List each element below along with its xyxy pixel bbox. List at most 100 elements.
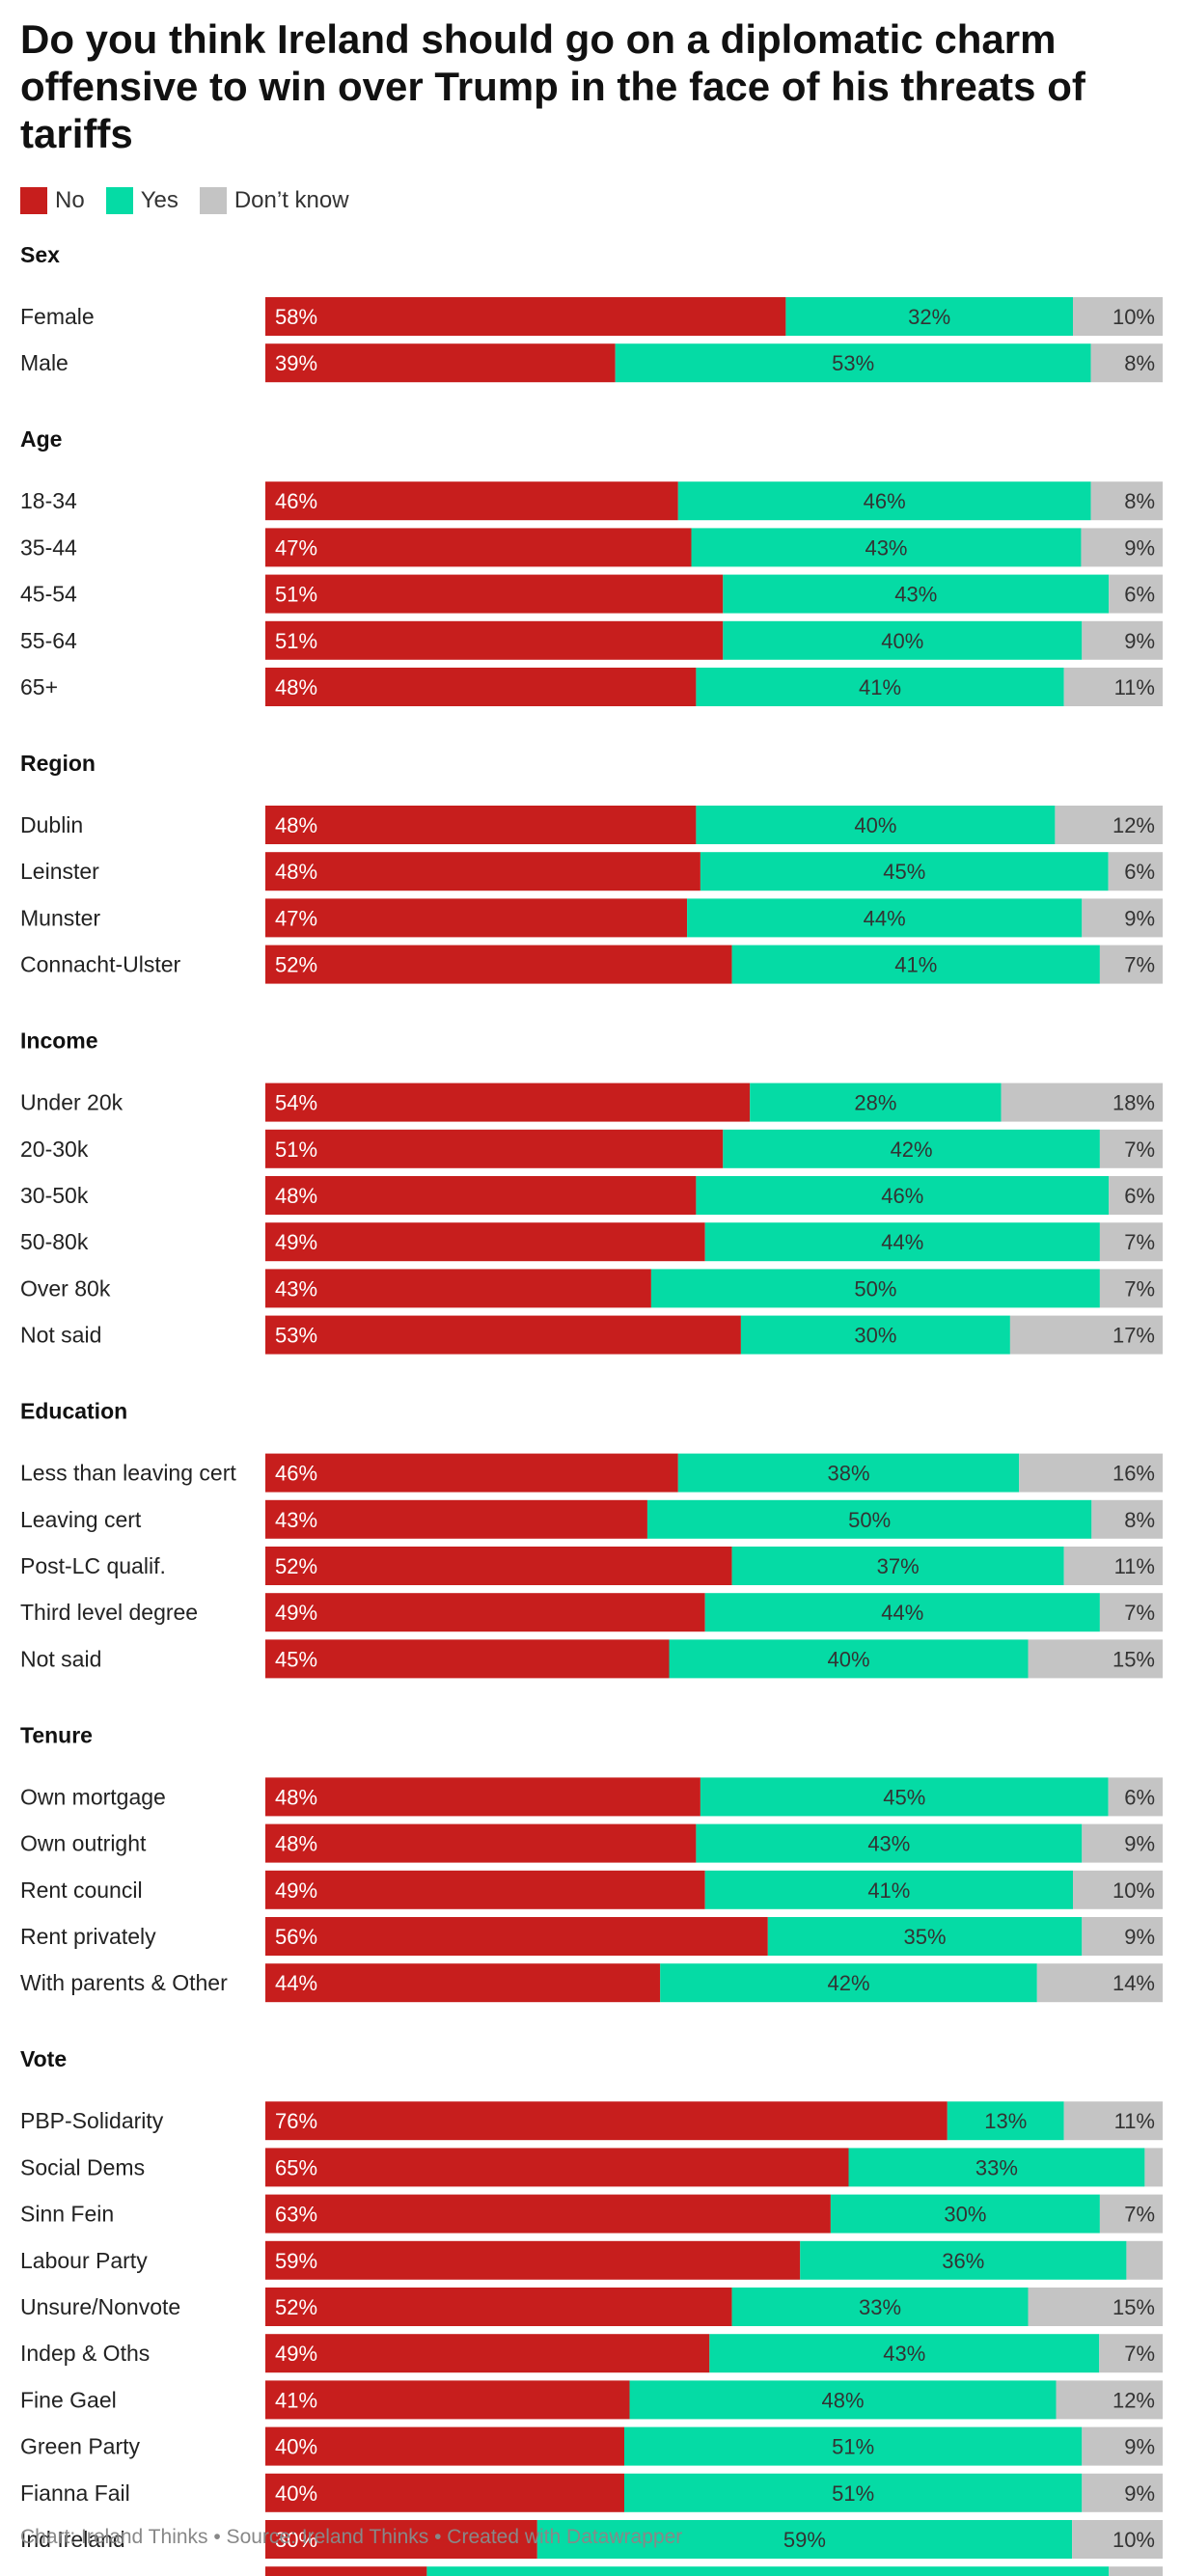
bar-income-50-80k-yes: [704, 1222, 1100, 1262]
value-label-no: 48%: [275, 813, 317, 837]
bar-vote-fianna-fail-yes: [624, 2473, 1083, 2512]
row-label: Rent privately: [20, 1924, 156, 1949]
row-label: Male: [20, 350, 69, 375]
value-label-no: 49%: [275, 1230, 317, 1254]
group-header-age: Age: [20, 426, 62, 452]
bar-vote-fine-gael-dont-know: [1056, 2380, 1163, 2420]
row-label: Not said: [20, 1323, 101, 1348]
row-label: Fianna Fail: [20, 2480, 130, 2506]
group-header-region: Region: [20, 751, 96, 776]
value-label-yes: 35%: [904, 1925, 947, 1949]
bar-tenure-rent-council-no: [265, 1870, 705, 1909]
bar-education-third-level-degree-no: [265, 1593, 705, 1632]
value-label-dont-know: 7%: [1124, 2203, 1155, 2227]
bar-tenure-rent-council-yes: [704, 1870, 1073, 1909]
bar-income-30-50k-yes: [696, 1176, 1110, 1215]
bar-vote-green-party-yes: [624, 2426, 1083, 2466]
value-label-yes: 43%: [865, 535, 907, 560]
bar-age-18-34-yes: [677, 481, 1091, 521]
value-label-no: 51%: [275, 1137, 317, 1162]
bar-vote-fine-gael-no: [265, 2380, 630, 2420]
row-label: Unsure/Nonvote: [20, 2294, 180, 2319]
bar-tenure-rent-privately-yes: [767, 1917, 1083, 1956]
value-label-yes: 46%: [881, 1184, 923, 1208]
bar-income-20-30k-yes: [723, 1129, 1100, 1168]
value-label-yes: 40%: [854, 813, 896, 837]
value-label-dont-know: 16%: [1112, 1462, 1155, 1486]
value-label-no: 49%: [275, 1878, 317, 1903]
value-label-no: 43%: [275, 1276, 317, 1301]
value-label-dont-know: 6%: [1124, 1785, 1155, 1809]
bar-sex-female-no: [265, 297, 786, 336]
value-label-yes: 53%: [832, 351, 874, 375]
value-label-no: 52%: [275, 953, 317, 977]
bar-sex-female-yes: [785, 297, 1073, 336]
bar-tenure-with-parents-other-yes: [660, 1963, 1037, 2003]
value-label-dont-know: 7%: [1124, 953, 1155, 977]
bar-income-over-80k-yes: [650, 1269, 1100, 1308]
bar-education-leaving-cert-yes: [646, 1499, 1092, 1539]
bar-region-dublin-no: [265, 806, 697, 844]
row-label: 65+: [20, 674, 58, 699]
value-label-yes: 44%: [864, 906, 906, 930]
bar-education-post-lc-qualif-yes: [731, 1547, 1064, 1585]
value-label-dont-know: 7%: [1124, 1601, 1155, 1625]
bar-tenure-rent-council-dont-know: [1073, 1870, 1163, 1909]
value-label-dont-know: 6%: [1124, 583, 1155, 607]
bar-vote-pbp-solidarity-no: [265, 2101, 948, 2141]
value-label-yes: 42%: [891, 1137, 933, 1162]
value-label-no: 47%: [275, 535, 317, 560]
row-label: Own mortgage: [20, 1784, 166, 1809]
value-label-dont-know: 15%: [1112, 1647, 1155, 1671]
chart-footer: Chart: Ireland Thinks • Source: Ireland …: [20, 2526, 683, 2548]
row-label: Aontu: [20, 2573, 78, 2576]
bar-region-leinster-dont-know: [1108, 852, 1163, 891]
bar-vote-social-dems-dont-know: [1144, 2148, 1163, 2187]
bar-age-35-44-dont-know: [1081, 528, 1163, 567]
value-label-yes: 43%: [883, 2342, 925, 2366]
value-label-dont-know: 8%: [1124, 351, 1155, 375]
bar-tenure-own-outright-dont-know: [1082, 1823, 1163, 1863]
bar-age-45-54-dont-know: [1109, 574, 1163, 614]
bar-vote-fianna-fail-no: [265, 2473, 624, 2512]
value-label-yes: 41%: [867, 1878, 910, 1903]
bar-vote-sinn-fein-dont-know: [1099, 2194, 1163, 2233]
value-label-yes: 50%: [854, 1276, 896, 1301]
bar-age-18-34-dont-know: [1090, 481, 1163, 521]
bar-age-45-54-no: [265, 574, 724, 614]
bar-education-less-than-leaving-cert-yes: [677, 1453, 1020, 1493]
bar-education-less-than-leaving-cert-no: [265, 1453, 678, 1493]
value-label-yes: 59%: [783, 2528, 826, 2552]
value-label-yes: 44%: [881, 1230, 923, 1254]
legend-swatch-no: [20, 187, 47, 214]
value-label-yes: 30%: [944, 2203, 986, 2227]
bar-region-munster-yes: [687, 898, 1083, 938]
group-header-vote: Vote: [20, 2046, 67, 2071]
value-label-no: 46%: [275, 489, 317, 513]
bar-vote-green-party-dont-know: [1082, 2426, 1163, 2466]
value-label-no: 46%: [275, 1462, 317, 1486]
value-label-yes: 48%: [821, 2388, 864, 2412]
bar-income-not-said-no: [265, 1315, 741, 1355]
value-label-dont-know: 7%: [1124, 1230, 1155, 1254]
bar-sex-female-dont-know: [1073, 297, 1163, 336]
bar-vote-labour-party-dont-know: [1126, 2240, 1163, 2280]
bar-education-leaving-cert-no: [265, 1499, 647, 1539]
bar-vote-unsure-nonvote-yes: [731, 2288, 1029, 2326]
value-label-dont-know: 10%: [1112, 305, 1155, 329]
value-label-yes: 38%: [827, 1462, 869, 1486]
value-label-no: 76%: [275, 2109, 317, 2133]
value-label-yes: 76%: [747, 2574, 789, 2576]
value-label-yes: 41%: [859, 675, 901, 699]
bar-tenure-own-mortgage-yes: [700, 1777, 1109, 1817]
bar-age-65-dont-know: [1063, 668, 1163, 706]
value-label-no: 59%: [275, 2249, 317, 2273]
bar-income-over-80k-dont-know: [1099, 1269, 1163, 1308]
bar-vote-sinn-fein-no: [265, 2194, 831, 2233]
value-label-dont-know: 18%: [1112, 1091, 1155, 1115]
value-label-dont-know: 11%: [1114, 1554, 1155, 1578]
bar-age-18-34-no: [265, 481, 678, 521]
bar-vote-social-dems-no: [265, 2148, 849, 2187]
value-label-yes: 40%: [881, 629, 923, 653]
value-label-dont-know: 7%: [1124, 2342, 1155, 2366]
